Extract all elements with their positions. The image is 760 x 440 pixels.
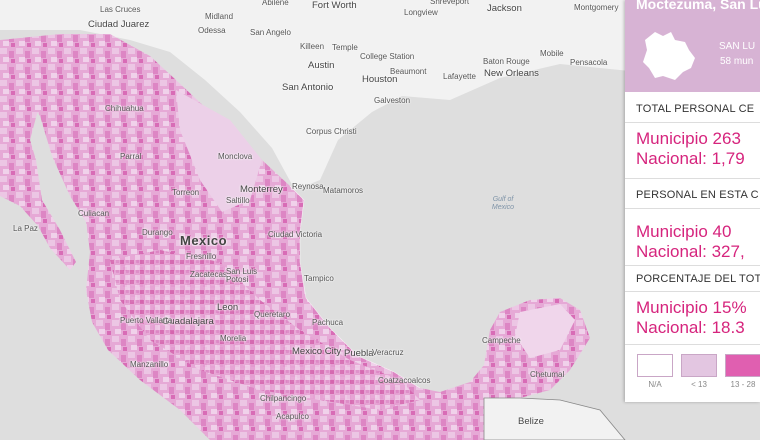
city-label-chilpancingo: Chilpancingo: [260, 394, 307, 403]
city-label-pachuca: Pachuca: [312, 318, 344, 327]
total-personal-header: TOTAL PERSONAL CE: [636, 103, 755, 115]
city-label-galveston: Galveston: [374, 96, 411, 105]
municipality-title: Moctezuma, San Lu: [636, 0, 760, 12]
porcentaje-nacional-value: Nacional: 18.3: [636, 318, 745, 337]
city-label-las-cruces: Las Cruces: [100, 5, 141, 14]
legend-label-13-28: 13 - 28: [730, 380, 756, 389]
city-label-montgomery: Montgomery: [574, 3, 619, 12]
porcentaje-header: PORCENTAJE DEL TOT: [636, 273, 760, 285]
central-region: [110, 250, 420, 410]
city-label-midland: Midland: [205, 12, 234, 21]
city-label-college-station: College Station: [360, 52, 415, 61]
city-label-matamoros: Matamoros: [323, 186, 364, 195]
city-label-austin: Austin: [308, 60, 335, 71]
city-label-zacatecas: Zacatecas: [190, 270, 227, 279]
city-label-longview: Longview: [404, 8, 438, 17]
city-label-leon: Leon: [217, 302, 239, 313]
city-label-new-orleans: New Orleans: [484, 68, 539, 79]
city-label-mobile: Mobile: [540, 49, 564, 58]
city-label-reynosa: Reynosa: [292, 182, 324, 191]
baja-california: [0, 48, 76, 270]
personal-municipio-value: Municipio 40: [636, 222, 732, 241]
city-label-queretaro: Queretaro: [254, 310, 291, 319]
city-label-chihuahua: Chihuahua: [105, 104, 144, 113]
city-label-tampico: Tampico: [304, 274, 334, 283]
divider: [625, 344, 760, 345]
divider: [625, 208, 760, 209]
country-label-belize: Belize: [518, 416, 544, 427]
state-shape-icon: [643, 32, 695, 80]
city-label-torreon: Torreon: [172, 188, 200, 197]
legend-swatch-lt13: [681, 354, 717, 377]
coast-outline: [289, 185, 421, 389]
gulf-of-mexico-label: Gulf of Mexico: [491, 196, 515, 211]
city-label-manzanillo: Manzanillo: [130, 360, 169, 369]
city-label-parral: Parral: [120, 152, 142, 161]
mexico-mainland: [0, 34, 590, 440]
city-label-puerto-vallarta: Puerto Vallarta: [120, 316, 173, 325]
city-label-coatzacoalcos: Coatzacoalcos: [378, 376, 431, 385]
state-name: SAN LU: [719, 41, 756, 52]
city-label-campeche: Campeche: [482, 336, 521, 345]
legend-swatch-na: [637, 354, 673, 377]
legend-label-na: N/A: [648, 380, 662, 389]
city-label-guadalajara: Guadalajara: [162, 316, 214, 327]
divider: [625, 122, 760, 123]
legend-swatch-13-28: [725, 354, 760, 377]
city-label-la-paz: La Paz: [13, 224, 38, 233]
personal-nacional-value: Nacional: 327,: [636, 242, 745, 261]
city-label-fort-worth: Fort Worth: [312, 0, 357, 11]
city-label-mexico-city: Mexico City: [292, 346, 342, 357]
city-label-san-antonio: San Antonio: [282, 82, 334, 93]
divider: [625, 178, 760, 179]
porcentaje-municipio-value: Municipio 15%: [636, 298, 747, 317]
city-label-jackson: Jackson: [487, 3, 522, 14]
state-municipality-count: 58 mun: [720, 56, 754, 67]
total-municipio-value: Municipio 263: [636, 129, 741, 148]
info-panel: Moctezuma, San Lu SAN LU 58 mun TOTAL PE…: [625, 0, 760, 402]
city-label-baton-rouge: Baton Rouge: [483, 57, 530, 66]
city-label-odessa: Odessa: [198, 26, 226, 35]
divider: [625, 291, 760, 292]
city-label-houston: Houston: [362, 74, 398, 85]
city-label-fresnillo: Fresnillo: [186, 252, 217, 261]
city-label-culiacan: Culiacan: [78, 209, 110, 218]
city-label-abilene: Abilene: [262, 0, 289, 7]
light-patch-yucatan: [515, 304, 575, 358]
divider: [625, 265, 760, 266]
city-label-chetumal: Chetumal: [530, 370, 565, 379]
legend-label-lt13: < 13: [691, 380, 707, 389]
city-label-puebla: Puebla: [344, 348, 374, 359]
guatemala-land: [483, 397, 626, 440]
city-label-durango: Durango: [142, 228, 173, 237]
city-label-saltillo: Saltillo: [226, 196, 250, 205]
city-label-lafayette: Lafayette: [443, 72, 476, 81]
city-label-killeen: Killeen: [300, 42, 325, 51]
city-label-morelia: Morelia: [220, 334, 247, 343]
city-label-monterrey: Monterrey: [240, 184, 283, 195]
personal-header: PERSONAL EN ESTA C: [636, 189, 759, 201]
panel-header: Moctezuma, San Lu SAN LU 58 mun: [625, 0, 760, 92]
city-label-san-angelo: San Angelo: [250, 28, 291, 37]
city-label-san-luis-potosi: San Luis Potosi: [226, 267, 258, 284]
city-label-pensacola: Pensacola: [570, 58, 608, 67]
us-land: [0, 0, 760, 190]
city-label-shreveport: Shreveport: [430, 0, 470, 6]
city-label-ciudad-juarez: Ciudad Juarez: [88, 19, 150, 30]
city-label-acapulco: Acapulco: [276, 412, 309, 421]
city-label-veracruz: Veracruz: [372, 348, 404, 357]
city-label-corpus-christi: Corpus Christi: [306, 127, 357, 136]
light-patch-north: [176, 90, 262, 212]
city-label-ciudad-victoria: Ciudad Victoria: [268, 230, 323, 239]
city-label-monclova: Monclova: [218, 152, 253, 161]
city-label-temple: Temple: [332, 43, 358, 52]
total-nacional-value: Nacional: 1,79: [636, 149, 745, 168]
country-label-mexico: Mexico: [180, 233, 228, 248]
city-label-beaumont: Beaumont: [390, 67, 427, 76]
